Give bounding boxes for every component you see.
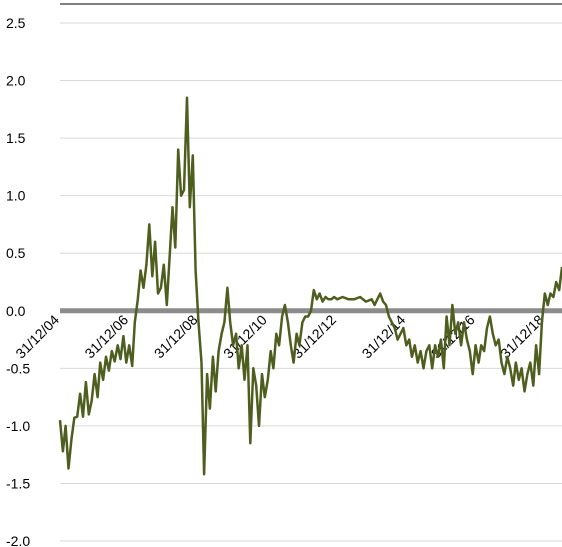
y-tick-label: -1.5 xyxy=(6,475,30,491)
y-tick-label: 2.5 xyxy=(6,15,26,31)
y-tick-label: -0.5 xyxy=(6,360,30,376)
y-axis-ticks: 2.5 2.0 1.5 1.0 0.5 0.0 -0.5 -1.0 -1.5 -2.0 xyxy=(6,15,30,547)
y-tick-label: 0.5 xyxy=(6,245,26,261)
y-tick-label: -2.0 xyxy=(6,533,30,547)
series-line xyxy=(58,96,562,476)
x-tick-label: 31/12/10 xyxy=(220,311,270,361)
y-tick-label: 2.0 xyxy=(6,73,26,89)
y-tick-label: -1.0 xyxy=(6,418,30,434)
y-tick-label: 1.5 xyxy=(6,130,26,146)
x-tick-label: 31/12/14 xyxy=(359,311,409,361)
gridlines xyxy=(60,22,562,542)
y-tick-label: 1.0 xyxy=(6,188,26,204)
x-tick-label: 31/12/08 xyxy=(151,311,201,361)
series-group xyxy=(58,96,562,476)
x-tick-label: 31/12/04 xyxy=(12,311,62,361)
y-tick-label: 0.0 xyxy=(6,303,26,319)
